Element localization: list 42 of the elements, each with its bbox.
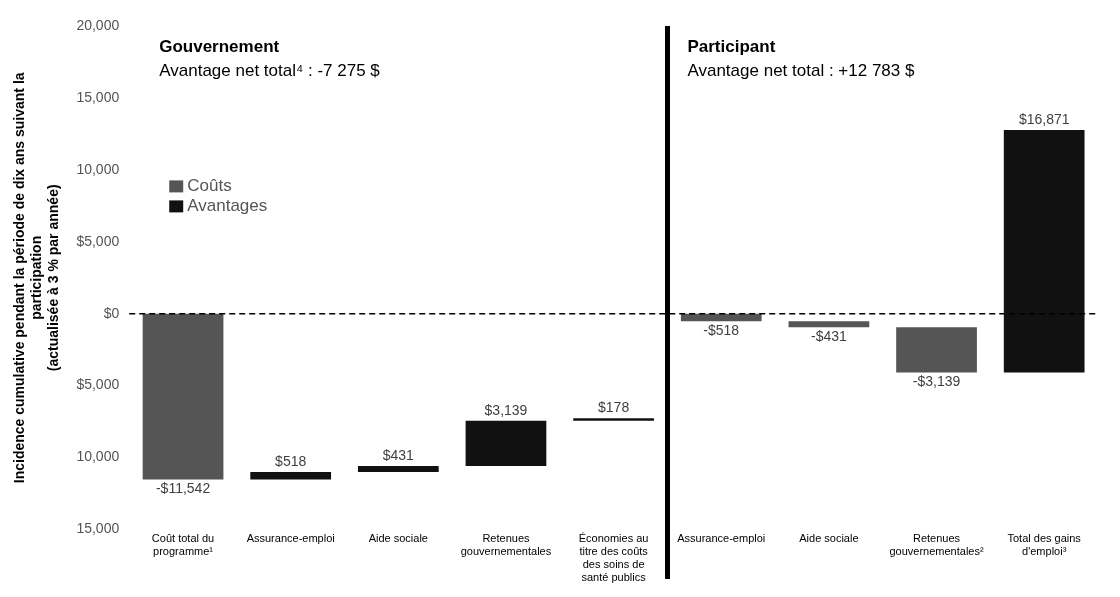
data-label: -$3,139 [912, 373, 961, 390]
data-label: $3,139 [484, 401, 528, 418]
y-tick-label: 15,000 [76, 89, 120, 106]
annotation: Participant [687, 36, 776, 56]
x-tick-label: Total des gains d'emploi³ [1007, 531, 1082, 558]
x-tick-label: Coût total du programme¹ [151, 531, 215, 558]
bar [573, 418, 654, 421]
legend-label: Coûts [187, 176, 232, 196]
data-label: $16,871 [1018, 110, 1070, 127]
x-tick-label: Assurance-emploi [246, 531, 335, 544]
bar [788, 321, 870, 328]
annotation: Avantage net total⁴ : -7 275 $ [159, 60, 381, 80]
legend-label: Avantages [187, 196, 268, 216]
y-tick-label: $5,000 [76, 376, 120, 393]
bar [142, 313, 224, 480]
y-tick-label: 20,000 [76, 17, 120, 34]
y-tick-label: 10,000 [76, 160, 120, 177]
annotation: Avantage net total : +12 783 $ [687, 60, 915, 80]
x-tick-label: Aide sociale [799, 531, 859, 544]
data-label: $518 [275, 452, 307, 469]
y-tick-label: $0 [103, 304, 120, 321]
bar [680, 313, 762, 322]
x-tick-label: Économies au titre des coûts des soins de santé publics [578, 531, 649, 584]
bar [250, 472, 332, 480]
data-label: $178 [598, 399, 630, 416]
y-tick-label: $5,000 [76, 232, 120, 249]
x-tick-label: Assurance-emploi [677, 531, 766, 544]
data-label: -$518 [703, 322, 740, 339]
bar [1003, 130, 1085, 373]
x-tick-label: Retenues gouvernementales² [889, 531, 984, 558]
y-tick-label: 10,000 [76, 448, 120, 465]
bar [896, 327, 977, 373]
data-label: -$11,542 [155, 480, 211, 497]
data-label: $431 [382, 446, 415, 463]
x-tick-label: Retenues gouvernementales [460, 531, 552, 558]
bar [357, 465, 439, 473]
data-label: -$431 [810, 328, 848, 345]
y-tick-label: 15,000 [76, 520, 120, 537]
x-tick-label: Aide sociale [368, 531, 428, 544]
y-axis-title: Incidence cumulative pendant la période de dix ans suivant la participation (actualisée à 3 % par année) [11, 72, 61, 484]
annotation: Gouvernement [159, 36, 280, 56]
bar [465, 420, 547, 466]
